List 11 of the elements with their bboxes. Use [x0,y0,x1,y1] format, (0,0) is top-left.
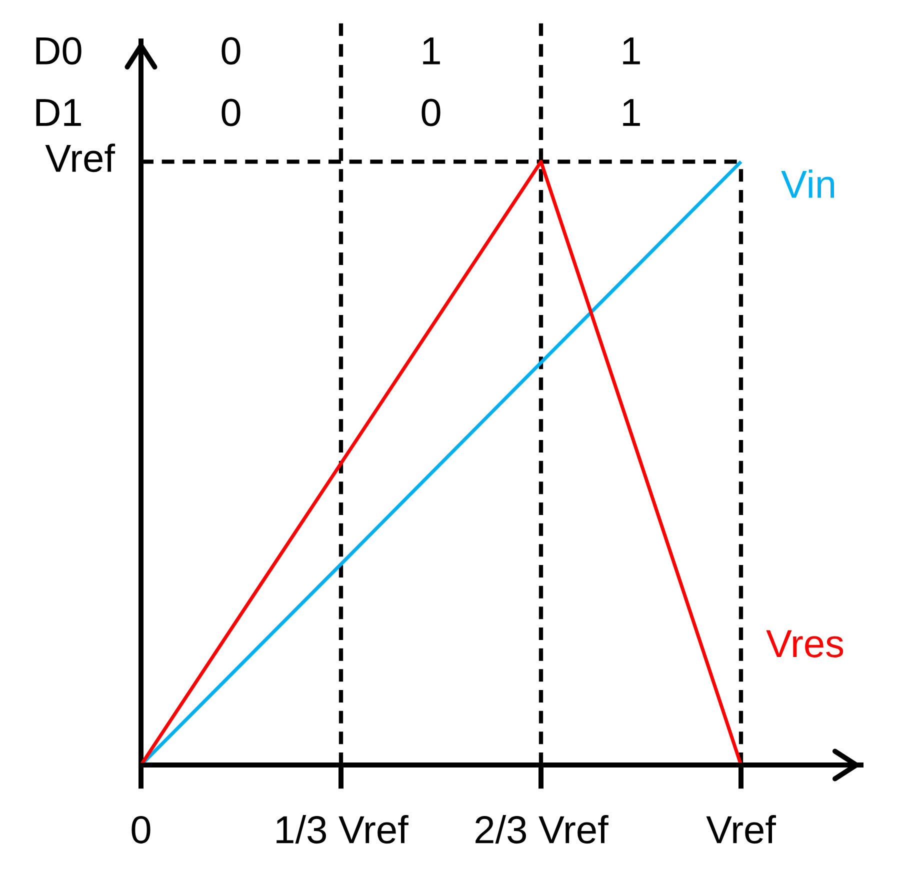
annotation: Vref [45,144,116,172]
series-label: Vres [766,630,844,658]
series-label: Vin [781,170,834,198]
text: D0 D1 [36,37,82,126]
x-tick-label: 0 [132,816,150,844]
text: 1 1 [623,37,640,126]
x-tick-label: Vref [706,815,776,844]
text: 1 0 [422,37,440,126]
x-tick-label: 1/3 Vref [276,815,408,844]
text: 0 0 [222,37,240,126]
x-tick-label: 2/3 Vref [476,815,608,844]
